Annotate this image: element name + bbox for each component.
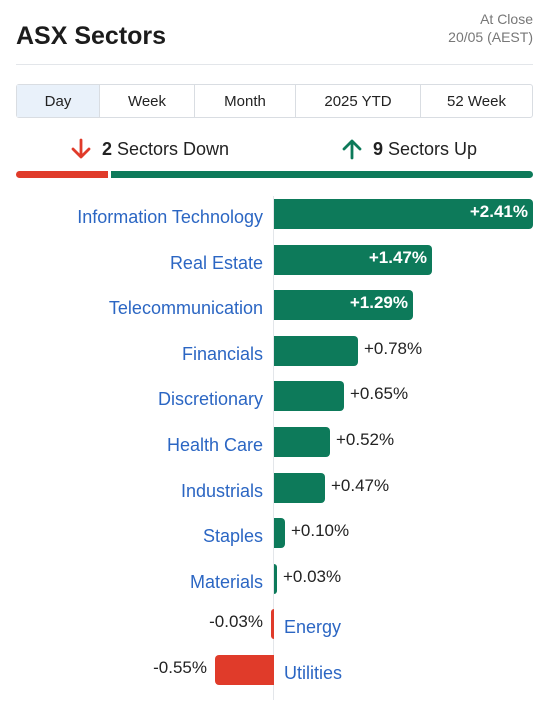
sectors-down-bar [16, 171, 108, 178]
sectors-up-label: Sectors Up [388, 138, 478, 159]
timestamp: 20/05 (AEST) [448, 29, 533, 45]
bar-discretionary[interactable] [274, 381, 344, 411]
sector-label[interactable]: Energy [284, 617, 342, 637]
value-label: +2.41% [469, 202, 528, 221]
bar-real-estate[interactable] [274, 245, 432, 275]
sectors-up-bar [111, 171, 533, 178]
tab-ytd[interactable]: 2025 YTD [295, 85, 420, 117]
value-label: +1.29% [349, 293, 408, 312]
sectors-up-count: 9 [373, 138, 384, 159]
value-label: -0.03% [209, 612, 263, 631]
sector-label[interactable]: Health Care [166, 435, 263, 455]
bar-staples[interactable] [274, 518, 285, 548]
sector-label[interactable]: Real Estate [169, 253, 263, 273]
bar-energy[interactable] [271, 609, 274, 639]
value-label: +0.78% [364, 339, 423, 358]
sectors-down-summary: 2 Sectors Down [70, 138, 229, 160]
sector-label[interactable]: Utilities [284, 663, 343, 683]
page-title: ASX Sectors [16, 22, 167, 50]
header: ASX Sectors At Close 20/05 (AEST) [16, 0, 533, 65]
bar-information-technology[interactable] [274, 199, 533, 229]
market-status: At Close 20/05 (AEST) [448, 10, 533, 46]
sector-label[interactable]: Discretionary [157, 389, 263, 409]
value-label: +0.65% [350, 384, 409, 403]
sectors-up-summary: 9 Sectors Up [341, 138, 477, 160]
sector-label[interactable]: Staples [202, 526, 263, 546]
period-tabs: Day Week Month 2025 YTD 52 Week [16, 84, 533, 118]
bar-health-care[interactable] [274, 427, 330, 457]
value-label: +0.10% [291, 521, 350, 540]
bar-materials[interactable] [274, 564, 277, 594]
arrow-up-icon [342, 139, 362, 160]
sector-label[interactable]: Materials [189, 572, 263, 592]
sectors-down-label: Sectors Down [117, 138, 230, 159]
sector-label[interactable]: Industrials [180, 481, 263, 501]
zero-axis [273, 196, 274, 700]
value-label: -0.55% [153, 658, 207, 677]
sector-label[interactable]: Telecommunication [108, 298, 263, 318]
bar-utilities[interactable] [215, 655, 274, 685]
value-label: +1.47% [368, 248, 427, 267]
tab-month[interactable]: Month [194, 85, 295, 117]
bar-telecommunication[interactable] [274, 290, 413, 320]
value-label: +0.52% [336, 430, 395, 449]
sector-label[interactable]: Financials [181, 344, 263, 364]
value-label: +0.47% [331, 476, 390, 495]
tab-week[interactable]: Week [99, 85, 194, 117]
sector-label[interactable]: Information Technology [77, 207, 263, 227]
tab-52-week[interactable]: 52 Week [420, 85, 532, 117]
bar-financials[interactable] [274, 336, 358, 366]
bar-industrials[interactable] [274, 473, 325, 503]
status-text: At Close [480, 11, 533, 27]
tab-day[interactable]: Day [17, 85, 99, 117]
arrow-down-icon [71, 138, 91, 159]
value-label: +0.03% [283, 567, 342, 586]
sectors-down-count: 2 [102, 138, 113, 159]
